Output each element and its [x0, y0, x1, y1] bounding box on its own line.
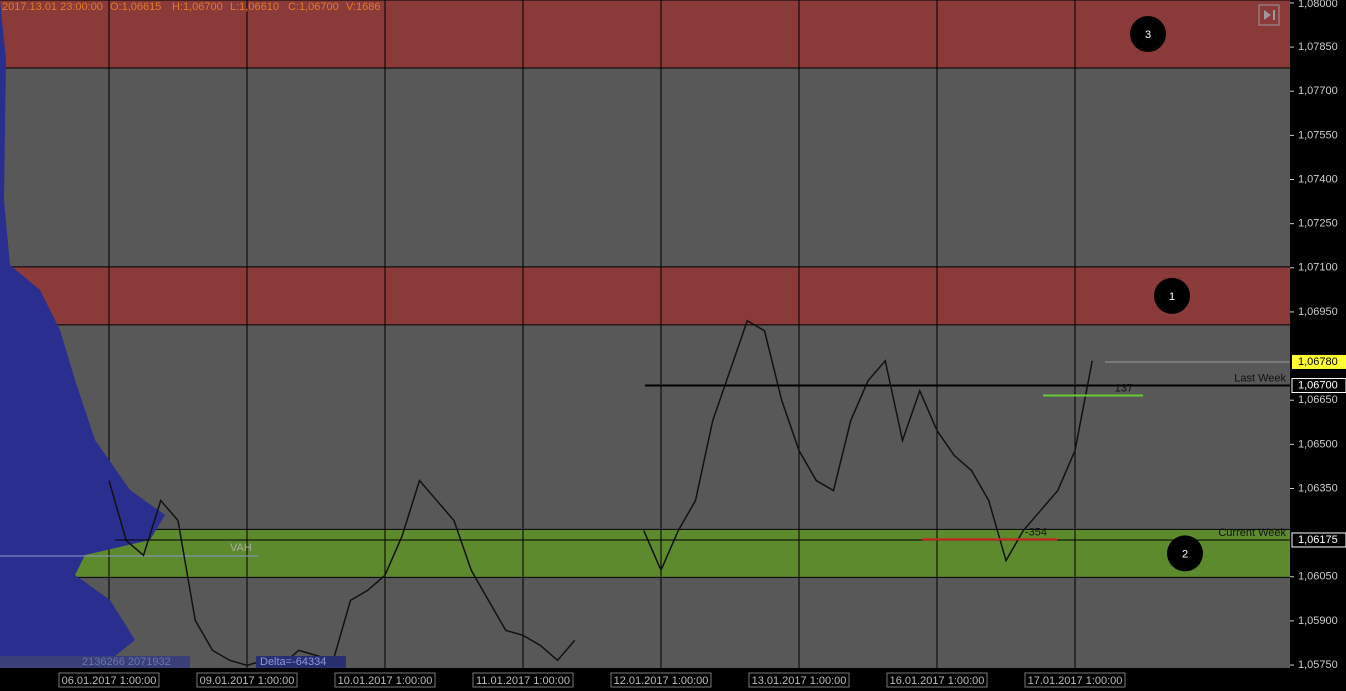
zone [0, 266, 1290, 325]
current-price-label: 1,06780 [1298, 356, 1338, 368]
header-high: H:1,06700 [172, 1, 223, 13]
delta-label: -354 [1025, 526, 1047, 538]
footer-delta-box [256, 656, 346, 668]
y-tick-label: 1,07850 [1298, 41, 1338, 53]
grid [108, 0, 1076, 668]
plot: 3 1 2 Last Week Current Week 137 -354 [108, 15, 1290, 667]
y-tick-label: 1,06050 [1298, 571, 1338, 583]
x-tick-box [748, 672, 850, 688]
footer-delta: Delta=-64334 [260, 656, 326, 668]
y-tick-label: 1,08000 [1298, 0, 1338, 10]
x-tick-label: 12.01.2017 1:00:00 [614, 675, 709, 687]
x-tick-box [472, 672, 574, 688]
vah-label: VAH [230, 542, 252, 554]
x-tick-box [1024, 672, 1126, 688]
level-price-box [1291, 532, 1346, 548]
header-close: C:1,06700 [288, 1, 339, 13]
x-tick-box [886, 672, 988, 688]
delta-label: 137 [1115, 382, 1133, 394]
y-tick-label: 1,07250 [1298, 218, 1338, 230]
x-tick-label: 17.01.2017 1:00:00 [1028, 675, 1123, 687]
level-price-label: 1,06175 [1298, 534, 1338, 546]
header-low: L:1,06610 [230, 1, 279, 13]
y-tick-label: 1,05900 [1298, 615, 1338, 627]
zone-marker [1167, 535, 1203, 572]
y-tick-label: 1,06950 [1298, 306, 1338, 318]
price-line [108, 319, 1093, 667]
level-name: Current Week [1218, 527, 1286, 539]
y-tick-label: 1,07100 [1298, 262, 1338, 274]
y-tick-label: 1,06350 [1298, 482, 1338, 494]
y-tick-label: 1,07550 [1298, 129, 1338, 141]
scroll-end-icon [1264, 10, 1275, 20]
level-price-label: 1,06700 [1298, 379, 1338, 391]
volume-profile [0, 0, 165, 668]
zone-marker-label: 2 [1182, 548, 1188, 560]
zone-marker-label: 1 [1169, 291, 1175, 303]
y-tick-label: 1,06500 [1298, 438, 1338, 450]
y-tick-label: 1,06650 [1298, 394, 1338, 406]
y-tick-label: 1,07700 [1298, 85, 1338, 97]
current-price-box [1292, 354, 1346, 369]
footer-volumes: 2136266 2071932 [82, 656, 171, 668]
x-tick-label: 10.01.2017 1:00:00 [338, 675, 433, 687]
level-price-box [1291, 377, 1346, 393]
footer-volumes-box [0, 656, 190, 668]
x-tick-box [58, 672, 160, 688]
x-tick-label: 16.01.2017 1:00:00 [890, 675, 985, 687]
level-name: Last Week [1234, 372, 1286, 384]
x-tick-box [610, 672, 712, 688]
y-tick-label: 1,07400 [1298, 173, 1338, 185]
axes: 06.01.2017 1:00:00 09.01.2017 1:00:00 10.0… [58, 0, 1346, 688]
x-tick-box [334, 672, 436, 688]
scroll-end-button[interactable] [1258, 4, 1280, 26]
zone [0, 529, 1290, 578]
zone-marker [1130, 15, 1166, 52]
header: 2017.13.01 23:00:00 O:1,06615 H:1,06700 … [2, 1, 380, 13]
x-tick-label: 06.01.2017 1:00:00 [62, 675, 157, 687]
y-axis-panel [1290, 0, 1346, 691]
x-tick-label: 11.01.2017 1:00:00 [476, 675, 570, 687]
x-tick-box [196, 672, 298, 688]
header-open: O:1,06615 [110, 1, 161, 13]
header-time: 2017.13.01 23:00:00 [2, 1, 103, 13]
x-axis-panel [0, 668, 1346, 691]
zone-marker [1154, 277, 1190, 314]
y-tick-label: 1,05750 [1298, 659, 1338, 671]
zone-marker-label: 3 [1145, 29, 1151, 41]
x-tick-label: 13.01.2017 1:00:00 [752, 675, 847, 687]
header-volume: V:1686 [346, 1, 380, 13]
x-tick-label: 09.01.2017 1:00:00 [200, 675, 295, 687]
